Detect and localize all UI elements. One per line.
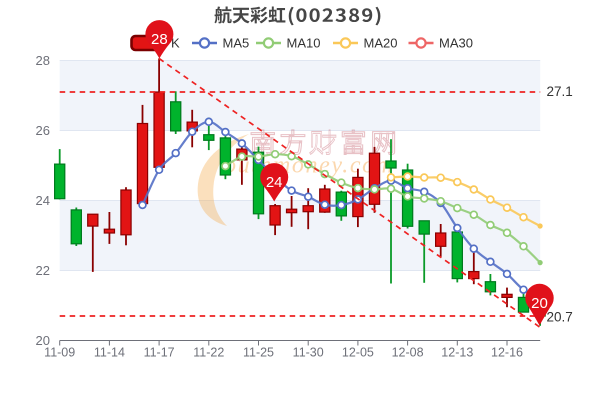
svg-text:K: K: [171, 36, 180, 51]
svg-text:11-09: 11-09: [44, 346, 75, 360]
svg-text:28: 28: [151, 31, 168, 48]
svg-text:24: 24: [36, 193, 50, 208]
svg-text:22: 22: [36, 263, 50, 278]
svg-text:MA30: MA30: [439, 36, 473, 51]
svg-text:27.1: 27.1: [547, 84, 573, 99]
svg-text:20: 20: [531, 295, 548, 312]
svg-text:12-13: 12-13: [441, 346, 473, 360]
svg-text:MA10: MA10: [287, 36, 321, 51]
svg-text:11-22: 11-22: [193, 346, 224, 360]
svg-text:11-17: 11-17: [144, 346, 175, 360]
svg-text:MA5: MA5: [223, 36, 250, 51]
svg-text:12-05: 12-05: [342, 346, 374, 360]
svg-text:12-08: 12-08: [392, 346, 424, 360]
svg-text:11-25: 11-25: [243, 346, 274, 360]
svg-text:11-14: 11-14: [94, 346, 125, 360]
svg-text:24: 24: [266, 174, 283, 191]
svg-text:20.7: 20.7: [547, 310, 573, 325]
svg-text:11-30: 11-30: [293, 346, 324, 360]
svg-text:28: 28: [36, 53, 50, 68]
svg-text:20: 20: [36, 333, 50, 348]
svg-text:26: 26: [36, 123, 50, 138]
svg-text:12-16: 12-16: [491, 346, 523, 360]
svg-text:MA20: MA20: [364, 36, 398, 51]
